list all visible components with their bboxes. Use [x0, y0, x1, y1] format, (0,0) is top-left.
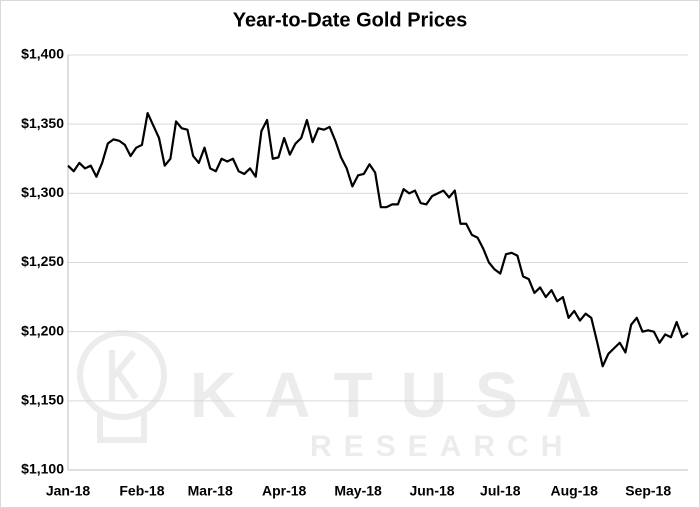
x-tick-label: Mar-18 — [188, 483, 233, 499]
watermark-subtext: RESEARCH — [310, 430, 574, 463]
x-tick-label: Aug-18 — [551, 483, 599, 499]
watermark-text: KATUSA — [190, 359, 620, 431]
x-tick-label: Jul-18 — [480, 483, 521, 499]
y-tick-label: $1,350 — [21, 115, 64, 131]
x-tick-label: Sep-18 — [625, 483, 671, 499]
y-tick-label: $1,250 — [21, 253, 64, 269]
x-tick-label: Jun-18 — [409, 483, 454, 499]
y-tick-label: $1,150 — [21, 392, 64, 408]
y-tick-label: $1,300 — [21, 184, 64, 200]
price-line — [67, 112, 689, 368]
x-tick-label: Jan-18 — [46, 483, 91, 499]
y-tick-label: $1,200 — [21, 322, 64, 338]
x-tick-label: May-18 — [334, 483, 382, 499]
y-tick-label: $1,100 — [21, 461, 64, 477]
x-tick-label: Apr-18 — [262, 483, 307, 499]
chart-title: Year-to-Date Gold Prices — [233, 9, 468, 31]
x-tick-label: Feb-18 — [119, 483, 164, 499]
y-tick-label: $1,400 — [21, 46, 64, 62]
watermark-logo — [77, 330, 167, 443]
